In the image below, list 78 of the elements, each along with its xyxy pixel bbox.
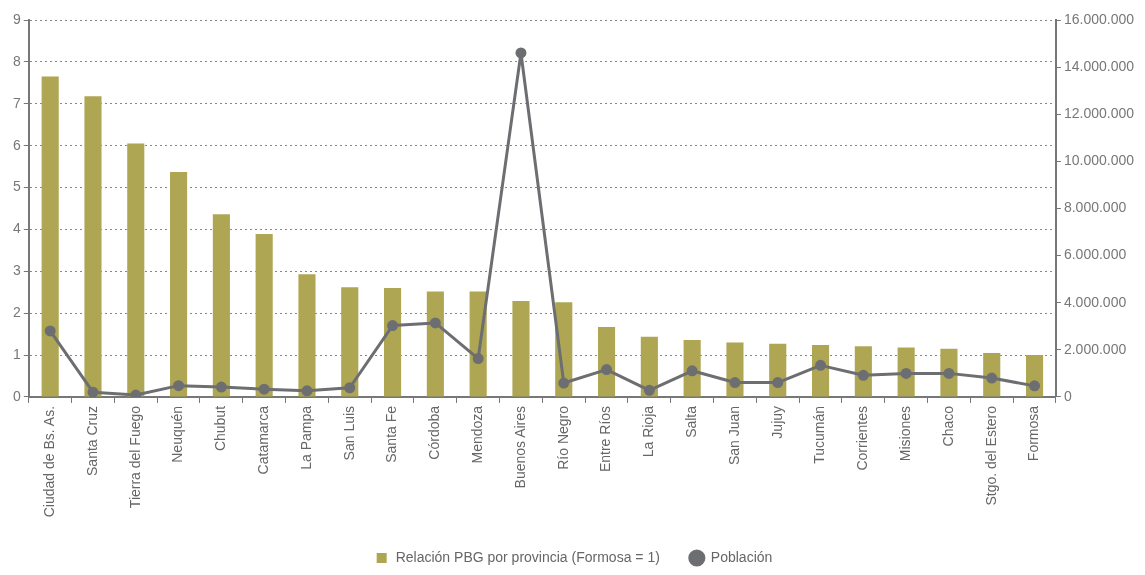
- point: [643, 384, 655, 396]
- y-tick-label: 3: [12, 262, 21, 279]
- x-tick-label: Buenos Aires: [511, 405, 528, 489]
- point: [815, 359, 827, 371]
- x-tick-label: Ciudad de Bs. As.: [41, 405, 58, 518]
- y-tick-label: 8: [12, 52, 21, 69]
- y2-tick-label: 14.000.000: [1063, 57, 1135, 74]
- y2-tick-label: 10.000.000: [1063, 152, 1135, 169]
- x-tick-label: Entre Ríos: [597, 405, 614, 473]
- y-tick-label: 2: [12, 304, 21, 321]
- x-tick-label: Misiones: [897, 405, 913, 462]
- legend-label: Relación PBG por provincia (Formosa = 1): [395, 548, 660, 565]
- point: [87, 386, 99, 397]
- bar: [426, 291, 444, 397]
- point: [258, 383, 270, 395]
- y2-tick-label: 8.000.000: [1063, 199, 1127, 216]
- point: [215, 381, 227, 393]
- y2-tick-label: 4.000.000: [1063, 293, 1127, 310]
- y-tick-label: 4: [12, 220, 21, 237]
- bar: [341, 287, 359, 397]
- y2-tick-label: 12.000.000: [1063, 105, 1135, 122]
- point: [601, 364, 613, 376]
- y2-tick-label: 6.000.000: [1063, 246, 1127, 263]
- point: [515, 47, 527, 59]
- x-tick-label: Chaco: [939, 405, 956, 447]
- x-tick-label: San Luis: [340, 405, 357, 461]
- y2-tick-label: 2.000.000: [1063, 340, 1127, 357]
- x-tick-label: La Pampa: [297, 405, 314, 470]
- y-tick-label: 7: [12, 94, 21, 111]
- x-tick-label: Formosa: [1025, 405, 1042, 462]
- legend-label: Población: [710, 548, 773, 565]
- bar: [384, 288, 402, 397]
- point: [1029, 380, 1041, 392]
- x-tick-label: Stgo. del Estero: [982, 405, 999, 506]
- point: [686, 365, 698, 377]
- y-tick-label: 1: [12, 345, 21, 362]
- point: [472, 353, 484, 365]
- point: [344, 382, 356, 394]
- x-tick-label: Río Negro: [554, 405, 571, 470]
- x-tick-label: Corrientes: [854, 405, 871, 471]
- bar: [127, 143, 145, 397]
- y-tick-label: 6: [12, 136, 21, 153]
- x-tick-label: San Juan: [725, 405, 742, 466]
- point: [729, 377, 741, 389]
- x-tick-label: Mendoza: [469, 405, 486, 464]
- point: [301, 385, 313, 397]
- x-tick-label: Tucumán: [811, 405, 828, 464]
- bar: [170, 172, 188, 397]
- bar: [255, 234, 273, 397]
- y-tick-label: 5: [12, 178, 21, 195]
- point: [943, 367, 955, 379]
- bar: [212, 214, 230, 397]
- point: [44, 325, 56, 337]
- x-tick-label: Santa Cruz: [83, 405, 100, 476]
- bar: [41, 76, 59, 397]
- y-tick-label: 9: [12, 10, 21, 27]
- y2-tick-label: 0: [1063, 387, 1072, 404]
- bar: [512, 301, 530, 397]
- y2-tick-label: 16.000.000: [1063, 10, 1135, 27]
- point: [558, 377, 570, 389]
- point: [173, 380, 185, 392]
- bar: [298, 274, 316, 397]
- x-tick-label: Córdoba: [426, 405, 443, 460]
- x-tick-label: Tierra del Fuego: [126, 405, 143, 509]
- point: [900, 367, 912, 379]
- x-tick-label: Neuquén: [169, 405, 186, 463]
- bar: [84, 96, 102, 397]
- point: [429, 317, 441, 329]
- x-tick-label: Jujuy: [768, 405, 785, 439]
- x-tick-label: Catamarca: [255, 405, 272, 475]
- x-tick-label: La Rioja: [640, 405, 657, 458]
- point: [387, 320, 399, 332]
- x-tick-label: Chubut: [212, 405, 229, 452]
- point: [857, 369, 869, 381]
- x-tick-label: Salta: [683, 405, 700, 438]
- y-tick-label: 0: [12, 387, 21, 404]
- x-tick-label: Santa Fe: [383, 405, 400, 463]
- point: [772, 377, 784, 389]
